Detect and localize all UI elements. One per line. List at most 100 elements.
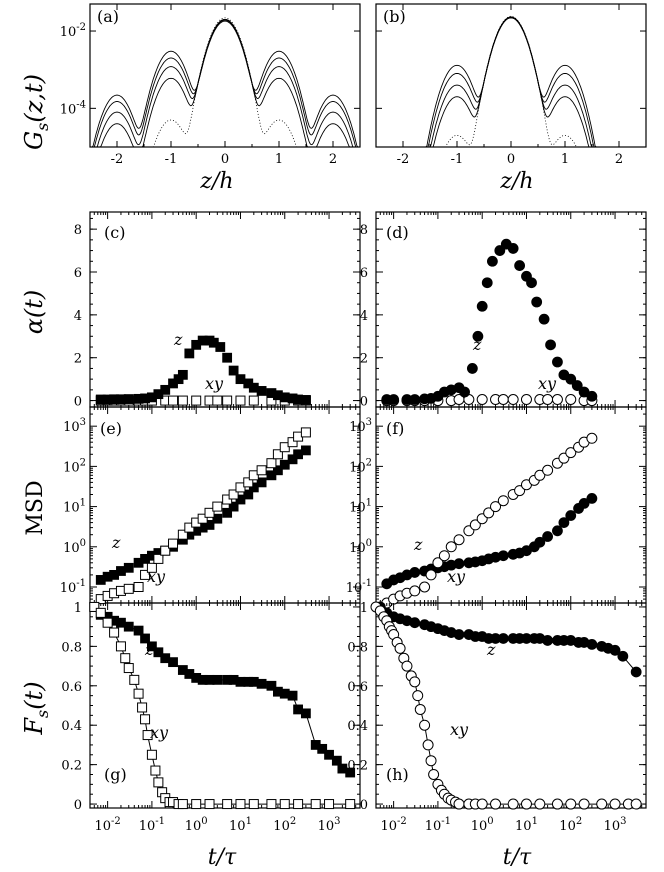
point-h-z xyxy=(542,635,554,646)
xtick-label-g: 102 xyxy=(273,816,296,834)
gs-curve-b-t2 xyxy=(376,16,646,148)
annotation-xy-h: xy xyxy=(450,720,469,739)
point-g-xy xyxy=(109,627,120,638)
point-h-xy xyxy=(422,739,434,751)
ytick-label-f: 101 xyxy=(349,498,372,516)
point-e-xy xyxy=(248,470,259,481)
point-e-xy xyxy=(204,507,215,518)
point-e-xy xyxy=(177,529,188,540)
point-g-z xyxy=(287,690,298,701)
point-g-xy xyxy=(279,799,290,810)
panel-label-h: (h) xyxy=(386,765,409,784)
gs-curve-b-t1 xyxy=(376,15,646,148)
point-d-z xyxy=(409,394,421,405)
point-e-z xyxy=(273,465,283,476)
xtick-label-g: 10-2 xyxy=(94,816,120,834)
point-g-z xyxy=(140,633,150,644)
point-g-z xyxy=(168,657,178,668)
point-c-z xyxy=(228,365,239,376)
ytick-label-c: 8 xyxy=(74,223,82,238)
point-g-xy xyxy=(177,799,188,810)
annotation-z-f: z xyxy=(413,535,423,554)
point-h-xy xyxy=(565,798,577,810)
point-g-xy xyxy=(324,799,335,810)
point-f-xy xyxy=(565,447,577,459)
ytick-label-f: 10-1 xyxy=(346,578,372,596)
ytick-label-e: 102 xyxy=(63,457,86,475)
point-e-xy xyxy=(123,583,134,594)
xtick-label-b: 1 xyxy=(561,152,569,167)
point-f-xy xyxy=(534,469,546,481)
point-d-z xyxy=(586,390,598,402)
point-e-xy xyxy=(266,458,277,469)
ytick-label-h: 0.4 xyxy=(347,719,368,734)
point-c-xy xyxy=(222,395,233,406)
ytick-label-c: 4 xyxy=(74,309,82,324)
xtick-label-h: 100 xyxy=(471,816,494,834)
point-d-z xyxy=(545,339,556,351)
annotation-xy-g: xy xyxy=(150,723,169,742)
point-g-xy xyxy=(146,749,157,760)
gs-curve-a-t5 xyxy=(90,20,360,148)
annotation-xy-d: xy xyxy=(538,374,557,393)
point-h-xy xyxy=(419,719,431,731)
point-g-xy xyxy=(140,714,151,725)
point-g-xy xyxy=(115,641,126,652)
point-f-z xyxy=(578,498,590,509)
ytick-label-e: 101 xyxy=(63,498,86,516)
point-d-z xyxy=(472,330,484,342)
gs-curve-b-t5 xyxy=(376,17,646,148)
panel-label-f: (f) xyxy=(386,419,404,438)
point-d-xy xyxy=(520,394,532,405)
point-h-xy xyxy=(409,676,421,688)
point-d-z xyxy=(565,373,577,385)
point-d-z xyxy=(552,356,563,368)
point-g-xy xyxy=(123,663,134,674)
point-c-z xyxy=(123,394,134,404)
annotation-xy-c: xy xyxy=(205,374,224,393)
ytick-label-g: 0.2 xyxy=(61,759,82,774)
point-e-z xyxy=(287,454,298,465)
xtick-label-a: -1 xyxy=(165,152,178,167)
point-e-xy xyxy=(160,545,171,556)
point-g-z xyxy=(256,678,267,689)
point-h-xy xyxy=(578,798,590,810)
ytick-label-h: 0.8 xyxy=(347,640,368,655)
point-e-z xyxy=(222,507,233,518)
panel-frame-b xyxy=(375,3,647,148)
xtick-label-g: 101 xyxy=(229,816,252,834)
point-g-z xyxy=(300,708,311,719)
point-g-z xyxy=(266,680,277,691)
point-d-z xyxy=(571,380,583,391)
point-h-z xyxy=(409,617,421,629)
point-h-xy xyxy=(630,798,642,810)
point-h-xy xyxy=(401,660,413,672)
point-e-z xyxy=(266,470,277,481)
point-f-z xyxy=(586,492,598,504)
point-e-xy xyxy=(133,582,144,593)
point-h-xy xyxy=(507,798,519,810)
point-h-xy xyxy=(428,768,440,780)
annotation-z-g: z xyxy=(144,640,154,659)
point-f-xy xyxy=(490,501,502,513)
ytick-label-e: 103 xyxy=(63,417,86,435)
point-c-xy xyxy=(248,395,259,406)
point-h-z xyxy=(630,666,642,678)
ytick-label-c: 0 xyxy=(74,395,82,410)
xtick-label-g: 100 xyxy=(185,816,208,834)
zh-xlabel-a: z/h xyxy=(199,169,233,194)
point-h-xy xyxy=(596,798,608,810)
point-h-z xyxy=(586,638,598,650)
point-h-xy xyxy=(453,798,465,810)
point-g-xy xyxy=(133,688,144,699)
gs-curve-b-t4 xyxy=(376,17,646,148)
point-f-xy xyxy=(542,464,554,476)
panel-label-e: (e) xyxy=(100,419,122,438)
panel-label-a: (a) xyxy=(97,7,119,26)
xtick-label-h: 102 xyxy=(559,816,582,834)
ytick-label-d: 0 xyxy=(360,395,368,410)
point-d-xy xyxy=(497,394,509,405)
point-g-z xyxy=(147,641,157,652)
point-d-z xyxy=(514,260,526,271)
